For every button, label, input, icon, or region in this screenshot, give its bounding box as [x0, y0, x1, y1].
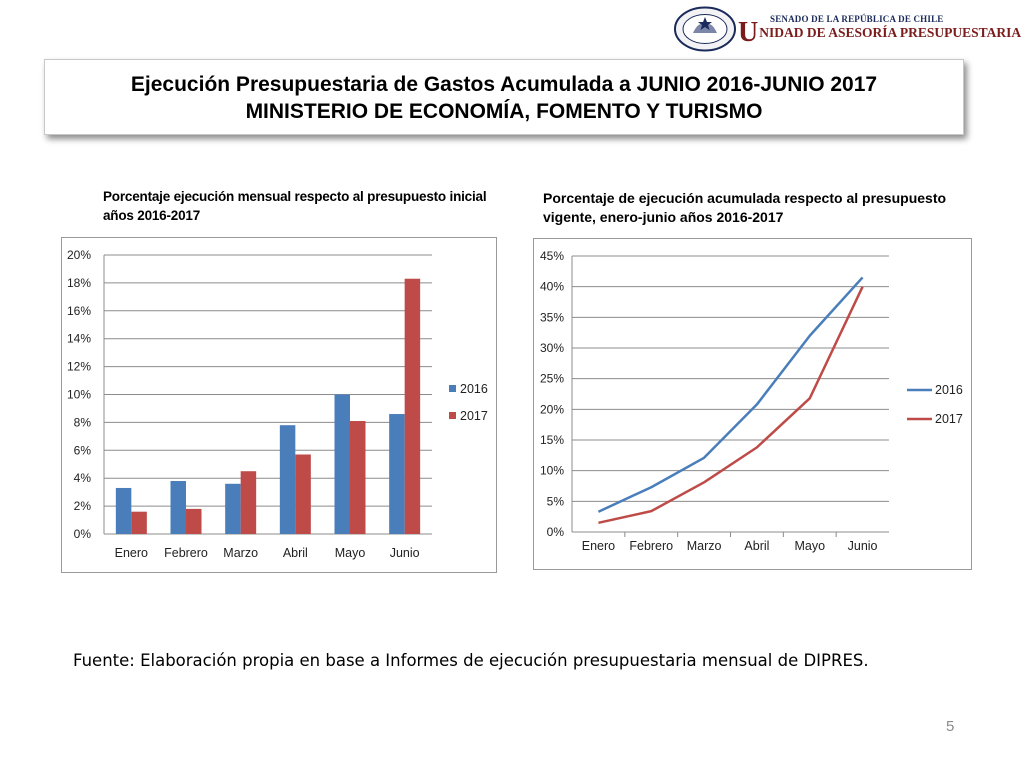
page-number: 5	[946, 718, 955, 735]
line-chart-heading-line1: Porcentaje de ejecución acumulada respec…	[543, 190, 947, 206]
bar-y-tick-label: 0%	[74, 527, 92, 541]
page-subtitle: MINISTERIO DE ECONOMÍA, FOMENTO Y TURISM…	[245, 100, 763, 123]
line-y-tick-label: 15%	[540, 433, 564, 447]
line-chart-heading-line2: vigente, enero-junio años 2016-2017	[543, 209, 784, 225]
bar-y-tick-label: 18%	[67, 276, 91, 290]
line-y-tick-label: 25%	[540, 372, 564, 386]
bar-x-tick-label: Abril	[283, 546, 308, 560]
bar-2017-abril	[295, 454, 311, 534]
org-name: NIDAD DE ASESORÍA PRESUPUESTARIA	[759, 25, 1022, 40]
bar-y-tick-label: 12%	[67, 360, 91, 374]
bar-y-tick-label: 20%	[67, 248, 91, 262]
line-y-tick-label: 35%	[540, 310, 564, 324]
bar-2016-abril	[279, 425, 296, 534]
bar-x-tick-label: Marzo	[223, 546, 258, 560]
bar-y-tick-label: 8%	[74, 415, 92, 429]
line-x-tick-label: Febrero	[629, 539, 673, 553]
bar-2016-enero	[115, 487, 132, 534]
bar-chart-heading: Porcentaje ejecución mensual respecto al…	[103, 187, 487, 225]
bar-2017-junio	[404, 278, 421, 534]
page-title: Ejecución Presupuestaria de Gastos Acumu…	[130, 73, 878, 96]
bar-x-tick-label: Junio	[390, 546, 420, 560]
line-x-tick-label: Junio	[848, 539, 878, 553]
line-y-tick-label: 20%	[540, 402, 564, 416]
bar-x-tick-label: Enero	[115, 546, 148, 560]
line-y-tick-label: 5%	[547, 494, 565, 508]
line-series-2016	[597, 276, 864, 513]
org-line1: SENADO DE LA REPÚBLICA DE CHILE	[770, 14, 944, 24]
line-y-tick-label: 45%	[540, 249, 564, 263]
line-y-tick-label: 30%	[540, 341, 564, 355]
line-chart-frame: 0% 5% 10% 15% 20% 25% 30% 35% 40% 45% Enero Febrero…	[533, 238, 972, 570]
bar-chart: 0% 2% 4% 6% 8% 10% 12% 14% 16% 18% 20% Enero Febrero…	[67, 248, 488, 560]
bar-y-tick-label: 14%	[67, 332, 91, 346]
bar-x-tick-label: Febrero	[164, 546, 208, 560]
bar-2016-marzo	[225, 483, 241, 534]
bar-legend-swatch-2017	[449, 412, 456, 419]
bar-2017-marzo	[240, 471, 257, 534]
org-initial: U	[738, 17, 759, 48]
bar-y-tick-label: 10%	[67, 388, 91, 402]
bar-chart-heading-line2: años 2016-2017	[103, 208, 201, 223]
bar-chart-frame: 0% 2% 4% 6% 8% 10% 12% 14% 16% 18% 20% Enero Febrero…	[61, 237, 497, 573]
line-x-tick-label: Enero	[582, 539, 615, 553]
bar-x-tick-label: Mayo	[335, 546, 366, 560]
line-y-tick-label: 40%	[540, 280, 564, 294]
line-legend-label-2017: 2017	[935, 412, 963, 426]
bar-legend-label-2016: 2016	[460, 382, 488, 396]
bar-2016-febrero	[170, 480, 186, 534]
line-x-tick-label: Mayo	[794, 539, 825, 553]
line-x-tick-label: Marzo	[687, 539, 722, 553]
line-chart: 0% 5% 10% 15% 20% 25% 30% 35% 40% 45% Enero Febrero…	[540, 249, 963, 553]
bar-legend-label-2017: 2017	[460, 409, 488, 423]
source-note: Fuente: Elaboración propia en base a Inf…	[73, 651, 869, 670]
title-box: Ejecución Presupuestaria de Gastos Acumu…	[44, 59, 964, 135]
line-legend-label-2016: 2016	[935, 383, 963, 397]
bar-2017-febrero	[186, 508, 202, 534]
bar-y-tick-label: 2%	[74, 499, 92, 513]
bar-y-tick-label: 4%	[74, 471, 92, 485]
bar-legend-swatch-2016	[449, 385, 456, 392]
line-chart-heading: Porcentaje de ejecución acumulada respec…	[543, 189, 946, 227]
bar-2017-mayo	[350, 421, 366, 534]
line-y-tick-label: 10%	[540, 464, 564, 478]
senate-seal-logo	[674, 6, 736, 52]
bar-y-tick-label: 6%	[74, 443, 92, 457]
line-series-2017	[598, 286, 864, 525]
line-y-tick-label: 0%	[547, 525, 565, 539]
bar-2017-enero	[131, 511, 147, 534]
bar-2016-junio	[389, 414, 405, 534]
line-x-tick-label: Abril	[744, 539, 769, 553]
org-line2: UNIDAD DE ASESORÍA PRESUPUESTARIA	[738, 19, 1021, 47]
bar-y-tick-label: 16%	[67, 304, 91, 318]
bar-chart-heading-line1: Porcentaje ejecución mensual respecto al…	[103, 189, 487, 204]
bar-2016-mayo	[334, 394, 350, 534]
